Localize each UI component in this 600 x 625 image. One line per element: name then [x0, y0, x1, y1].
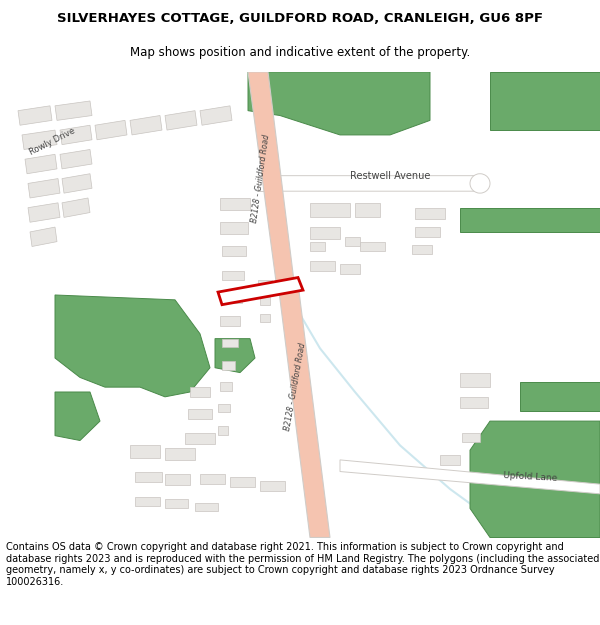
Polygon shape	[220, 316, 240, 326]
Polygon shape	[18, 106, 52, 125]
Polygon shape	[258, 176, 275, 191]
Polygon shape	[220, 198, 250, 209]
Polygon shape	[462, 432, 480, 442]
Polygon shape	[195, 503, 218, 511]
Polygon shape	[222, 293, 242, 302]
Polygon shape	[28, 179, 60, 198]
Polygon shape	[460, 372, 490, 387]
Polygon shape	[460, 208, 600, 232]
Text: B2128 - Guildford Road: B2128 - Guildford Road	[283, 342, 307, 432]
Text: Upfold Lane: Upfold Lane	[503, 471, 557, 483]
Polygon shape	[218, 426, 228, 434]
Polygon shape	[278, 283, 330, 538]
Polygon shape	[222, 246, 246, 256]
Polygon shape	[55, 101, 92, 121]
Polygon shape	[230, 478, 255, 487]
Polygon shape	[55, 295, 210, 397]
Polygon shape	[470, 421, 600, 538]
Polygon shape	[135, 497, 160, 506]
Polygon shape	[310, 242, 325, 251]
Text: Restwell Avenue: Restwell Avenue	[350, 171, 430, 181]
Polygon shape	[460, 397, 488, 409]
Text: Rowly Drive: Rowly Drive	[28, 126, 76, 157]
Text: SILVERHAYES COTTAGE, GUILDFORD ROAD, CRANLEIGH, GU6 8PF: SILVERHAYES COTTAGE, GUILDFORD ROAD, CRA…	[57, 12, 543, 25]
Polygon shape	[218, 278, 303, 304]
Text: B2128 - Guildford Road: B2128 - Guildford Road	[250, 134, 272, 223]
Polygon shape	[95, 121, 127, 140]
Polygon shape	[62, 174, 92, 193]
Polygon shape	[520, 382, 600, 411]
Polygon shape	[222, 339, 238, 348]
Polygon shape	[248, 72, 294, 281]
Polygon shape	[22, 130, 57, 149]
Polygon shape	[220, 222, 248, 234]
Polygon shape	[55, 392, 100, 441]
Polygon shape	[360, 242, 385, 251]
Polygon shape	[218, 404, 230, 412]
Polygon shape	[25, 154, 57, 174]
Polygon shape	[165, 111, 197, 130]
Polygon shape	[220, 382, 232, 391]
Polygon shape	[190, 387, 210, 397]
Polygon shape	[412, 244, 432, 254]
Circle shape	[470, 174, 490, 193]
Polygon shape	[355, 203, 380, 217]
Polygon shape	[440, 455, 460, 465]
Text: Contains OS data © Crown copyright and database right 2021. This information is : Contains OS data © Crown copyright and d…	[6, 542, 599, 587]
Polygon shape	[185, 432, 215, 444]
Polygon shape	[260, 481, 285, 491]
Polygon shape	[310, 227, 340, 239]
Polygon shape	[130, 116, 162, 135]
Polygon shape	[345, 237, 360, 246]
Polygon shape	[28, 203, 60, 222]
Polygon shape	[30, 227, 57, 246]
Polygon shape	[415, 208, 445, 219]
Polygon shape	[258, 281, 272, 290]
Polygon shape	[260, 314, 270, 322]
Polygon shape	[275, 176, 488, 191]
Polygon shape	[165, 448, 195, 460]
Polygon shape	[188, 409, 212, 419]
Polygon shape	[222, 271, 244, 281]
Polygon shape	[60, 149, 92, 169]
Polygon shape	[310, 203, 350, 217]
Polygon shape	[340, 264, 360, 274]
Polygon shape	[222, 361, 235, 369]
Polygon shape	[248, 72, 430, 135]
Polygon shape	[310, 261, 335, 271]
Polygon shape	[165, 474, 190, 485]
Polygon shape	[135, 471, 162, 482]
Polygon shape	[215, 339, 255, 372]
Polygon shape	[260, 297, 270, 304]
Polygon shape	[200, 106, 232, 125]
Polygon shape	[60, 125, 92, 144]
Polygon shape	[340, 460, 600, 494]
Text: Map shows position and indicative extent of the property.: Map shows position and indicative extent…	[130, 46, 470, 59]
Polygon shape	[490, 72, 600, 130]
Polygon shape	[130, 446, 160, 458]
Polygon shape	[62, 198, 90, 217]
Polygon shape	[200, 474, 225, 484]
Polygon shape	[165, 499, 188, 508]
Polygon shape	[415, 227, 440, 237]
